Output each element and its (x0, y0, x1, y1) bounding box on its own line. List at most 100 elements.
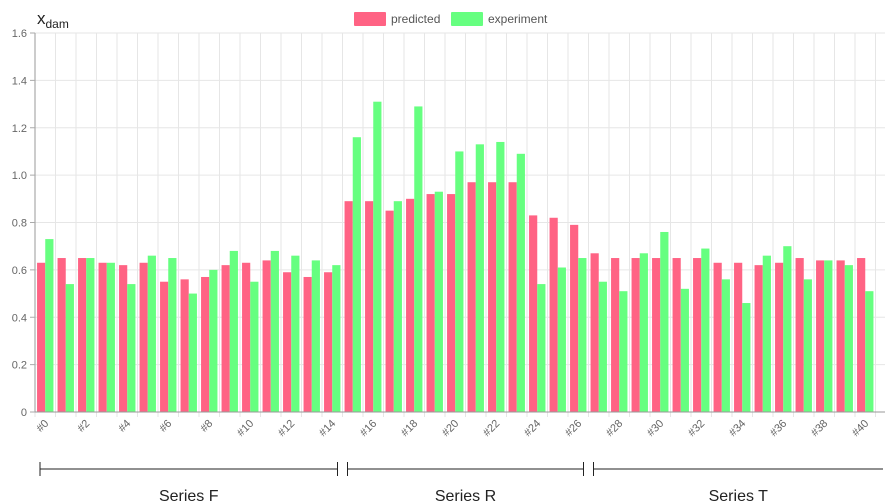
bar-experiment-29 (639, 253, 648, 412)
bar-predicted-22 (488, 182, 497, 412)
x-tick-label: #40 (850, 418, 871, 439)
bar-predicted-19 (426, 194, 435, 412)
x-tick-label: #12 (276, 418, 297, 439)
x-tick-label: #2 (75, 418, 92, 435)
bar-experiment-36 (783, 246, 792, 412)
bar-experiment-13 (311, 260, 320, 412)
group-brackets: Series F Series R Series T (39, 462, 883, 504)
bar-predicted-31 (672, 258, 681, 412)
bar-predicted-2 (78, 258, 87, 412)
bar-experiment-33 (721, 279, 730, 412)
bar-experiment-31 (680, 288, 689, 412)
x-tick-label: #18 (399, 418, 420, 439)
bar-predicted-34 (734, 262, 743, 412)
bar-predicted-11 (262, 260, 271, 412)
bar-experiment-40 (865, 291, 874, 412)
y-tick-label: 1.0 (12, 170, 27, 182)
bar-experiment-11 (270, 250, 279, 412)
x-tick-label: #38 (809, 418, 830, 439)
x-tick-label: #0 (34, 418, 51, 435)
bar-experiment-2 (86, 258, 95, 412)
bar-predicted-5 (139, 262, 148, 412)
bar-predicted-36 (775, 262, 784, 412)
bar-experiment-39 (844, 265, 853, 412)
bar-predicted-15 (344, 201, 353, 412)
bar-experiment-22 (496, 141, 505, 412)
bar-predicted-3 (98, 262, 107, 412)
bar-predicted-28 (611, 258, 620, 412)
x-tick-label: #10 (235, 418, 256, 439)
bar-experiment-16 (373, 101, 382, 412)
bar-experiment-18 (414, 106, 423, 413)
bar-experiment-19 (434, 191, 443, 412)
bar-predicted-21 (467, 182, 476, 412)
y-tick-label: 1.6 (12, 28, 27, 40)
bar-experiment-3 (106, 262, 115, 412)
legend-swatch-predicted[interactable] (354, 12, 386, 26)
bar-experiment-34 (742, 303, 751, 412)
bar-predicted-40 (857, 258, 866, 412)
bar-predicted-18 (406, 198, 415, 412)
bar-predicted-27 (590, 253, 599, 412)
bar-predicted-8 (201, 276, 210, 412)
bar-predicted-29 (631, 258, 640, 412)
bar-predicted-23 (508, 182, 517, 412)
bar-predicted-17 (385, 210, 394, 412)
bar-predicted-13 (303, 276, 312, 412)
bar-predicted-30 (652, 258, 661, 412)
bar-experiment-14 (332, 265, 341, 412)
legend-label-predicted[interactable]: predicted (391, 12, 440, 26)
y-tick-label: 0.8 (12, 218, 27, 230)
bar-predicted-37 (795, 258, 804, 412)
x-tick-label: #6 (157, 418, 174, 435)
legend-label-experiment[interactable]: experiment (488, 12, 548, 26)
bar-experiment-21 (475, 144, 484, 413)
x-tick-labels: #0 #2 #4 #6 #8 #10 #12 #14 #16 #18 #20 #22 #24 #26 #28… (34, 418, 871, 439)
bar-predicted-10 (242, 262, 251, 412)
y-tick-label: 0 (21, 407, 27, 419)
bar-predicted-4 (119, 265, 128, 412)
x-tick-label: #30 (645, 418, 666, 439)
group-label: Series T (709, 488, 769, 504)
bar-experiment-5 (147, 255, 156, 412)
bar-experiment-4 (127, 284, 136, 412)
bar-predicted-38 (816, 260, 825, 412)
bar-experiment-38 (824, 260, 833, 412)
bar-experiment-28 (619, 291, 628, 412)
bar-predicted-35 (754, 265, 763, 412)
bar-predicted-9 (221, 265, 230, 412)
group-label: Series F (159, 488, 219, 504)
x-tick-label: #20 (440, 418, 461, 439)
x-tick-label: #22 (481, 418, 502, 439)
bar-predicted-20 (447, 194, 456, 412)
legend-swatch-experiment[interactable] (451, 12, 483, 26)
bar-predicted-25 (549, 217, 558, 412)
x-tick-label: #16 (358, 418, 379, 439)
y-tick-label: 1.2 (12, 123, 27, 135)
x-tick-label: #24 (522, 418, 543, 439)
bar-predicted-12 (283, 272, 292, 412)
bar-predicted-0 (37, 262, 46, 412)
bar-experiment-25 (557, 267, 566, 412)
legend[interactable]: predicted experiment (354, 12, 548, 26)
bar-predicted-32 (693, 258, 702, 412)
predicted-series (37, 182, 866, 412)
y-tick-label: 0.4 (12, 312, 27, 324)
y-tick-label: 0.2 (12, 360, 27, 372)
bar-experiment-7 (188, 293, 197, 412)
x-tick-label: #4 (116, 418, 133, 435)
x-tick-label: #8 (198, 418, 215, 435)
y-tick-label: 0.6 (12, 265, 27, 277)
bar-experiment-17 (393, 201, 402, 412)
y-tick-labels: 0 0.2 0.4 0.6 0.8 1.0 1.2 1.4 1.6 (12, 28, 35, 419)
bar-experiment-32 (701, 248, 710, 412)
x-tick-label: #14 (317, 418, 338, 439)
bar-experiment-35 (762, 255, 771, 412)
grid-lines (34, 32, 885, 417)
bar-experiment-15 (352, 137, 361, 412)
bar-experiment-9 (229, 250, 238, 412)
bar-predicted-26 (570, 224, 579, 412)
x-tick-label: #26 (563, 418, 584, 439)
bar-predicted-7 (180, 279, 189, 412)
